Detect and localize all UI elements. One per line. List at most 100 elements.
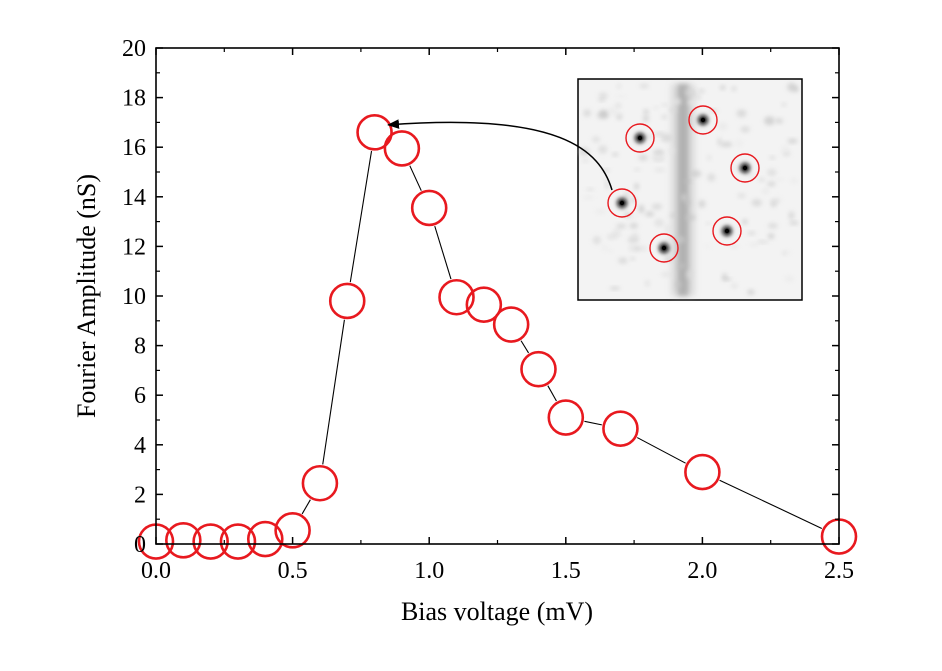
inset-noise [734, 138, 744, 148]
inset-noise [668, 107, 678, 113]
inset-noise [717, 122, 728, 131]
inset-noise [618, 257, 628, 264]
inset-noise [624, 191, 629, 201]
data-point [192, 523, 229, 560]
inset-noise [706, 154, 712, 161]
inset-peak-circle [712, 216, 742, 246]
inset-noise [677, 263, 686, 269]
inset-peak-circle [607, 188, 637, 218]
inset-noise [761, 187, 770, 195]
inset-noise [729, 244, 739, 249]
inset-noise [667, 147, 676, 155]
data-point [465, 286, 503, 323]
inset-noise [788, 211, 795, 220]
inset-noise [740, 126, 751, 133]
x-tick-label: 1.0 [414, 558, 444, 584]
inset-noise [686, 99, 696, 106]
inset-peak-circle [730, 153, 760, 183]
y-tick-label: 6 [134, 383, 146, 409]
inset-noise [731, 86, 737, 92]
inset-peak-core [619, 200, 625, 206]
inset-noise [685, 270, 694, 279]
x-tick-label: 1.5 [551, 558, 581, 584]
data-point [438, 278, 475, 316]
inset-peak-core [637, 135, 643, 141]
inset-peak-circle [649, 233, 679, 263]
inset-noise [789, 221, 799, 226]
inset-noise [684, 199, 691, 206]
inset-noise [638, 204, 645, 214]
inset-noise [638, 154, 649, 161]
inset-noise [741, 218, 748, 225]
inset-noise [784, 275, 795, 283]
inset-noise [661, 114, 668, 120]
series-connector [520, 340, 530, 354]
inset-noise [585, 187, 595, 191]
y-tick-label: 0 [134, 532, 146, 558]
series-connector [636, 437, 686, 464]
inset-noise [660, 271, 672, 278]
inset-noise [616, 113, 623, 120]
x-tick-label: 0.5 [278, 558, 308, 584]
inset-noise [787, 138, 798, 144]
data-point [684, 453, 721, 491]
series-connector [322, 319, 345, 465]
inset-noise [583, 109, 592, 117]
inset-noise [644, 279, 650, 287]
y-tick-label: 10 [122, 284, 146, 310]
inset-noise [643, 109, 649, 115]
inset-noise [633, 168, 641, 172]
inset-noise [767, 181, 776, 187]
inset-noise [758, 177, 765, 182]
series-connector [349, 150, 373, 283]
data-point [410, 189, 448, 227]
inset-noise [673, 98, 682, 106]
y-axis: 0 2 4 6 8 10 12 14 16 18 20 [122, 36, 839, 558]
inset-noise [781, 102, 787, 107]
inset-noise [701, 244, 714, 249]
inset-noise [664, 224, 671, 234]
inset-noise [717, 137, 722, 146]
y-tick-label: 12 [122, 234, 146, 260]
inset-noise [664, 255, 672, 262]
inset-noise [776, 177, 784, 182]
inset-noise [684, 214, 696, 221]
inset-noise [594, 208, 607, 215]
data-point [356, 114, 393, 151]
inset-noise [661, 103, 668, 107]
inset-noise [787, 82, 797, 92]
inset-noise [690, 170, 702, 178]
inset-noise [763, 116, 775, 126]
inset-noise [789, 177, 799, 184]
inset-noise [630, 257, 635, 261]
series-connector [584, 420, 602, 426]
inset-noise [767, 233, 775, 240]
inset-noise [669, 213, 678, 218]
inset-noise [651, 203, 663, 210]
inset-peaks [607, 105, 760, 263]
data-point [274, 512, 311, 549]
inset-noise [606, 234, 619, 239]
inset-noise [769, 155, 776, 160]
inset-noise [614, 102, 622, 109]
inset-streak-core [678, 84, 688, 296]
inset-noise [730, 283, 738, 289]
inset-noise [707, 173, 716, 182]
x-axis-label: Bias voltage (mV) [401, 597, 593, 626]
inset-noise [654, 131, 665, 136]
inset-noise [684, 88, 694, 96]
inset-noise [698, 88, 705, 94]
inset-noise [602, 168, 610, 172]
inset-noise [642, 115, 650, 122]
inset-noise [607, 249, 614, 253]
inset-noise [611, 152, 619, 157]
inset-noise [653, 149, 665, 157]
inset-peak-circle [625, 123, 655, 153]
inset-noise [645, 211, 655, 217]
inset-noise [628, 244, 635, 252]
inset-noise [632, 245, 642, 252]
inset-noise [770, 198, 781, 204]
inset-noise [747, 231, 756, 236]
data-point [383, 130, 421, 167]
data-point [246, 520, 284, 558]
